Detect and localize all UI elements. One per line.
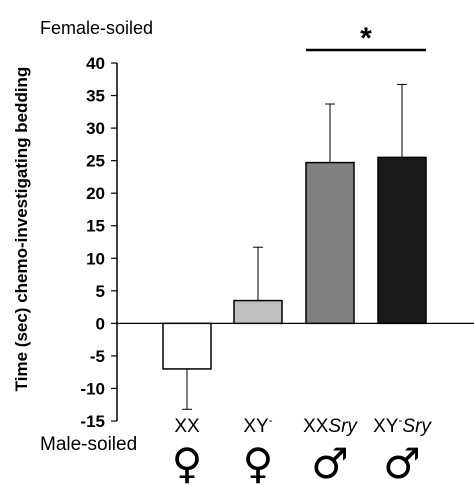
- bar: [233, 299, 283, 325]
- female-symbol-icon: ♀: [172, 439, 203, 486]
- axes: 40 35 30 25 20 15 10 5 0 -5 -10 -15: [80, 54, 474, 431]
- y-tick-label: 40: [86, 54, 105, 73]
- y-tick-label: 5: [96, 282, 105, 301]
- x-tick-label: XX: [174, 416, 200, 437]
- x-tick-label: XY-Sry: [373, 413, 432, 437]
- y-tick-label: 0: [96, 314, 105, 333]
- y-tick-label: -15: [80, 412, 105, 431]
- y-tick-label: -5: [90, 347, 105, 366]
- bar: [162, 322, 212, 370]
- x-tick-label: XY-: [243, 413, 272, 437]
- significance-group: *: [306, 22, 426, 55]
- y-tick-label: 30: [86, 119, 105, 138]
- male-symbol-icon: ♂: [383, 439, 421, 486]
- x-tick-label: XXSry: [303, 416, 358, 437]
- male-soiled-label: Male-soiled: [40, 434, 137, 455]
- bars-group: [162, 156, 427, 370]
- category-labels-group: XX♀XY-♀XXSry♂XY-Sry♂: [172, 413, 433, 486]
- y-axis-title: Time (sec) chemo-investigating bedding: [12, 67, 31, 392]
- female-symbol-icon: ♀: [243, 439, 274, 486]
- y-tick-label: 10: [86, 249, 105, 268]
- female-soiled-label: Female-soiled: [40, 18, 153, 38]
- bar: [377, 156, 427, 325]
- error-bars-group: [182, 83, 407, 410]
- male-symbol-icon: ♂: [311, 439, 349, 486]
- y-tick-label: 20: [86, 184, 105, 203]
- y-tick-label: 15: [86, 217, 105, 236]
- y-tick-label: 35: [86, 87, 105, 106]
- y-tick-label: 25: [86, 152, 105, 171]
- significance-star: *: [360, 22, 372, 55]
- bar: [305, 161, 355, 325]
- y-tick-label: -10: [80, 379, 105, 398]
